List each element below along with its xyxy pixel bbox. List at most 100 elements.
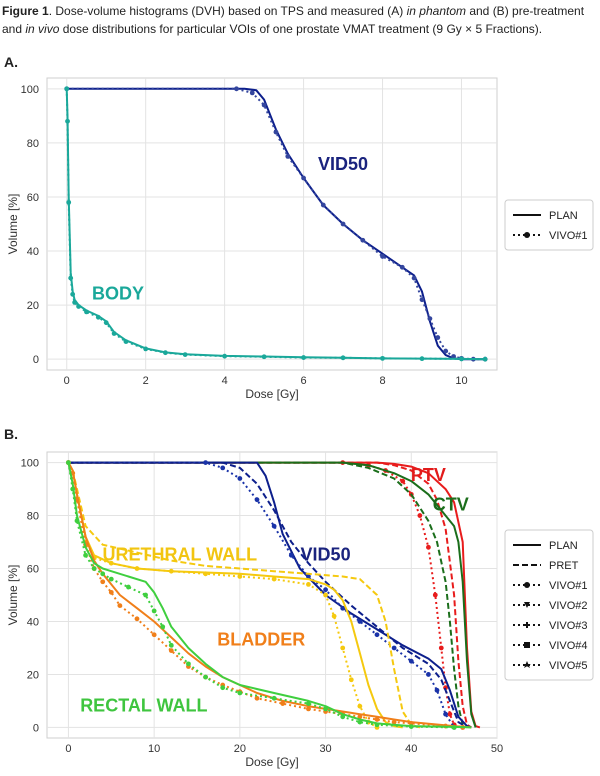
chart-b-x-tick-label: 40 [405, 743, 417, 755]
chart-b-series-urethral-wall-vivo-point [203, 571, 208, 577]
chart-a-series-body-vivo-1-point [66, 199, 72, 205]
chart-b-x-axis-label: Dose [Gy] [245, 755, 298, 769]
caption-text-3: dose distributions for particular VOIs o… [59, 22, 543, 36]
chart-a-series-vid50-vivo-1-point [360, 237, 366, 243]
chart-b-series-ptv-vivo-point [417, 513, 423, 518]
chart-a-series-body-vivo-1-point [340, 355, 346, 361]
caption-italic-1: in phantom [406, 4, 466, 18]
chart-b-series-bladder-vivo-point [374, 717, 380, 722]
chart-a-series-body-vivo-1-point [301, 355, 306, 360]
chart-b-legend-label-vivo-4: VIVO#4 [549, 640, 588, 652]
chart-a-x-tick-label: 10 [455, 375, 467, 387]
chart-b-series-vid50-vivo-point [434, 687, 440, 693]
chart-a-series-body-vivo-1-point [95, 314, 101, 320]
chart-b-legend-marker-vivo-2 [524, 602, 530, 608]
chart-b-series-vid50-vivo-point [374, 632, 380, 638]
chart-b-series-rectal-wall-vivo-point [186, 661, 191, 667]
chart-b-series-urethral-wall-vivo-point [340, 645, 346, 651]
chart-b-annotation-ctv: CTV [433, 494, 469, 514]
panel-a-label: A. [4, 54, 18, 70]
chart-a-legend-label-plan: PLAN [549, 210, 578, 222]
chart-b-series-vid50-plan [68, 461, 472, 729]
chart-a-series-vid50-vivo-1-point [320, 202, 326, 208]
chart-a-series-body-vivo-1-point [84, 309, 89, 315]
chart-a-series-body-vivo-1-point [123, 339, 129, 345]
chart-b: 0 10 20 30 40 50 0 20 40 60 80 100 Dose [Gy] Volume [… [6, 451, 594, 769]
chart-a-x-tick-label: 8 [379, 375, 385, 387]
chart-a-y-tick-label: 20 [27, 300, 39, 312]
chart-b-series-ptv-vivo-point [426, 544, 431, 550]
chart-a-series-vid50-vivo-1-point [419, 297, 425, 303]
chart-a-y-tick-label: 40 [27, 246, 39, 258]
chart-a-y-tick-label: 0 [33, 354, 39, 366]
chart-b-series-vid50-vivo-point [426, 672, 431, 677]
chart-b-series-rectal-wall-vivo-point [220, 685, 226, 691]
chart-b-series-ptv-vivo-point [438, 645, 444, 651]
chart-a-series-body-vivo-1-point [76, 304, 81, 309]
chart-b-series-rectal-wall-vivo-point [357, 719, 363, 725]
chart-a-series-body-vivo-1-line [65, 88, 486, 361]
chart-b-series-bladder-plan [67, 462, 472, 729]
chart-b-series-urethral-wall-vivo-point [134, 566, 140, 571]
chart-b-series-rectal-wall-vivo-point [271, 695, 277, 701]
chart-b-series-rectal-wall-vivo-point [374, 722, 380, 728]
chart-a-series-vid50-vivo-1-point [380, 254, 385, 259]
chart-a-x-tick-label: 2 [143, 375, 149, 387]
chart-b-series-vid50-vivo-point [220, 465, 226, 471]
chart-b-series-rectal-wall-vivo-point [126, 584, 131, 590]
chart-b-series-bladder-vivo-point [280, 701, 286, 706]
chart-b-y-tick-label: 60 [27, 564, 39, 576]
chart-b-y-tick-label: 100 [21, 458, 39, 470]
chart-b-y-tick-label: 40 [27, 616, 39, 628]
chart-b-series-ctv-plan [68, 461, 477, 728]
chart-a-series-body-vivo-1 [64, 86, 488, 362]
chart-b-series-vid50-vivo-point [323, 587, 328, 593]
chart-a-y-axis-label: Volume [%] [6, 194, 20, 255]
chart-b-series-rectal-wall-plan [67, 462, 472, 729]
chart-a-series-body-vivo-1-point [222, 353, 228, 359]
chart-a-y-tick-label: 100 [21, 84, 39, 96]
chart-b-series-rectal-wall-vivo-point [237, 690, 243, 696]
chart-b-y-tick-label: 20 [27, 669, 39, 681]
chart-a-legend [504, 199, 594, 251]
chart-a-annotation-body: BODY [92, 284, 144, 304]
chart-b-series-rectal-wall-plan-line [67, 462, 472, 729]
chart-b-series-vid50-vivo-point [203, 460, 208, 465]
chart-a-series-body-vivo-1-point [65, 118, 70, 124]
chart-b-series-ptv-vivo-point [400, 478, 406, 484]
chart-a-series-vid50-vivo-1-point [261, 102, 267, 108]
chart-b-series-vid50-vivo-point [271, 523, 277, 529]
chart-b-series-bladder-vivo-point [151, 632, 157, 638]
chart-a-series-body-vivo-1-point [68, 275, 74, 281]
chart-b-series-urethral-wall-vivo-point [306, 582, 311, 587]
chart-a-y-tick-label: 80 [27, 138, 39, 150]
chart-a-series-vid50-vivo-1-point [273, 129, 279, 135]
chart-b-x-tick-label: 0 [65, 743, 71, 755]
chart-a-series-body-vivo-1-point [482, 356, 488, 362]
chart-a-series-body-vivo-1-point [72, 300, 78, 305]
chart-b-annotation-bladder: BLADDER [217, 629, 305, 649]
figure-caption: Figure 1. Dose-volume histograms (DVH) b… [2, 2, 596, 38]
chart-b-series-rectal-wall-vivo-point [100, 571, 106, 577]
chart-b-series-ptv-vivo-point [447, 711, 453, 717]
chart-a-series-body-vivo-1-point [182, 352, 188, 357]
chart-b-series-urethral-wall-vivo-point [108, 560, 114, 566]
chart-b-series-vid50-vivo-line [68, 461, 455, 728]
chart-b-series-ptv-vivo-point [432, 592, 438, 598]
chart-b-series-urethral-wall-pret-line [67, 462, 421, 729]
chart-b-series-rectal-wall-vivo-point [143, 592, 148, 598]
chart-a-series-body-vivo-1-point [143, 346, 149, 352]
chart-b-series-bladder-vivo-point [100, 579, 106, 585]
chart-a-series-body-vivo-1-point [163, 350, 168, 356]
chart-b-plot-area [46, 451, 498, 739]
chart-a-annotation-vid50: VID50 [318, 154, 368, 174]
chart-a-plot-area [46, 77, 498, 371]
chart-b-x-tick-label: 20 [234, 743, 246, 755]
chart-a-series-body-vivo-1-point [70, 291, 76, 297]
panel-b-label: B. [4, 426, 18, 442]
chart-b-series-vid50-vivo-point [357, 619, 363, 624]
chart-a-series-vid50-plan [66, 87, 486, 361]
chart-b-series-urethral-wall-vivo-point [237, 574, 243, 579]
chart-b-series-vid50-plan-line [68, 461, 472, 729]
chart-b-series-urethral-wall-vivo-point [323, 592, 328, 598]
